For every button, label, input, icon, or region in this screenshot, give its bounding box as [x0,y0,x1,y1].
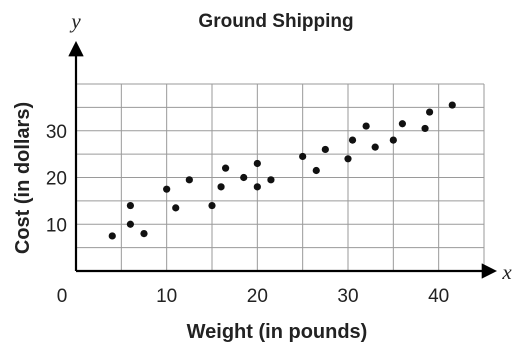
data-point [126,201,134,210]
data-point [448,101,456,109]
data-point [253,183,261,191]
data-point [267,176,275,184]
x-axis-letter: x [501,260,512,284]
data-point [172,204,180,212]
data-point [421,124,429,133]
origin-label: 0 [57,286,68,307]
data-point [398,120,406,128]
data-point [108,232,116,240]
data-point [362,122,370,130]
data-point [208,201,216,210]
y-tick-labels: 10 20 30 [46,122,67,237]
x-tick-label: 10 [156,286,177,307]
data-point [321,145,329,154]
data-points [108,101,456,240]
data-point [312,166,320,175]
x-tick-label: 30 [337,286,358,307]
data-point [348,136,357,144]
data-point [344,155,352,163]
data-point [222,164,230,172]
data-point [299,152,307,161]
data-point [185,176,193,184]
x-tick-label: 40 [428,286,449,307]
y-tick-label: 30 [46,122,67,143]
data-point [253,159,261,168]
x-axis-title: Weight (in pounds) [187,321,368,343]
data-point [389,136,397,144]
data-point [426,108,434,116]
data-point [371,143,379,151]
y-tick-label: 20 [46,169,67,190]
y-axis-title: Cost (in dollars) [12,102,34,254]
chart-title: Ground Shipping [198,11,353,32]
x-tick-label: 20 [247,286,268,307]
x-tick-labels: 10 20 30 40 [156,286,449,307]
data-point [126,220,134,228]
data-point [240,173,248,182]
y-tick-label: 10 [46,215,67,236]
y-axis-letter: y [69,9,81,33]
data-point [217,183,225,191]
grid-lines [76,83,485,271]
data-point [140,230,148,238]
data-point [163,185,171,193]
